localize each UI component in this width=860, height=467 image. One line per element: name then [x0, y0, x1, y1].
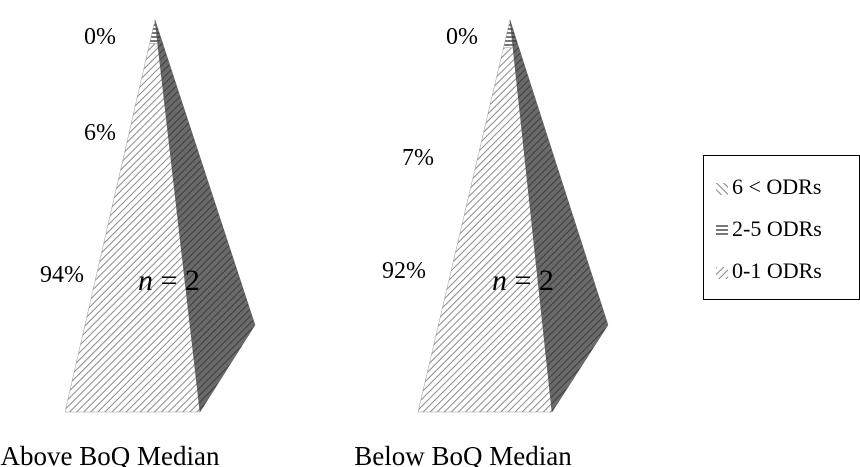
legend-label: 6 < ODRs: [732, 174, 822, 199]
percent-label-0-1-odrs: 94%: [40, 262, 84, 288]
pyramid-above-median: 0% 6% 94% n = 2 Above BoQ Median: [1, 19, 256, 467]
legend-item-6-plus-odrs: 6 < ODRs: [716, 174, 821, 200]
pyramid-segment-2-5-odrs-side: [154, 19, 162, 45]
category-label: Above BoQ Median: [1, 441, 220, 467]
sample-size-label: n = 2: [492, 264, 554, 297]
legend-label: 0-1 ODRs: [732, 258, 822, 283]
percent-label-6-plus-odrs: 0%: [446, 24, 478, 50]
percent-label-6-plus-odrs: 0%: [84, 24, 116, 50]
legend-item-2-5-odrs: 2-5 ODRs: [716, 216, 822, 242]
legend-swatch-diagonal: [716, 267, 728, 279]
pyramid-below-median: 0% 7% 92% n = 2 Below BoQ Median: [354, 19, 609, 467]
sample-size-label: n = 2: [138, 264, 200, 297]
legend-swatch-horizontal: [716, 225, 728, 237]
percent-label-2-5-odrs: 7%: [402, 145, 434, 171]
legend-swatch-diagonal-back: [716, 183, 728, 195]
percent-label-2-5-odrs: 6%: [84, 120, 116, 146]
category-label: Below BoQ Median: [354, 441, 572, 467]
legend-item-0-1-odrs: 0-1 ODRs: [716, 258, 822, 284]
legend-label: 2-5 ODRs: [732, 216, 822, 241]
percent-label-0-1-odrs: 92%: [382, 258, 426, 284]
chart-legend: 6 < ODRs 2-5 ODRs 0-1 ODRs: [703, 155, 860, 300]
pyramid-segment-2-5-odrs-side: [509, 19, 518, 49]
